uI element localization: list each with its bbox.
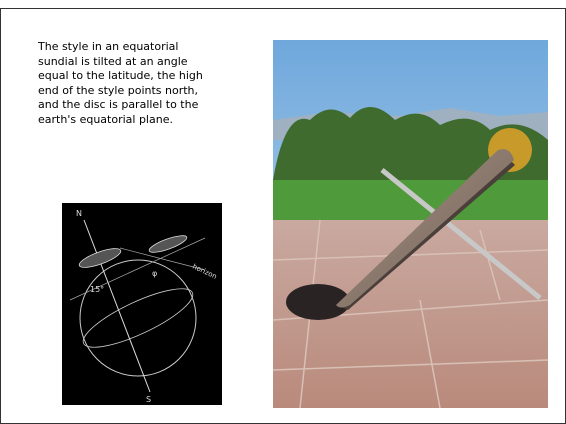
text-line: and the disc is parallel to the <box>38 98 248 113</box>
text-line: equal to the latitude, the high <box>38 69 248 84</box>
text-line: sundial is tilted at an angle <box>38 55 248 70</box>
photo <box>273 40 548 408</box>
text-line: The style in an equatorial <box>38 40 248 55</box>
text-line: earth's equatorial plane. <box>38 113 248 128</box>
diagram: N S 15° φ horizon <box>62 203 222 405</box>
text-line: end of the style points north, <box>38 84 248 99</box>
latitude-label: φ <box>152 269 157 278</box>
angle-label: 15° <box>90 285 104 294</box>
north-label: N <box>76 209 82 218</box>
south-label: S <box>146 395 151 404</box>
slide: N S 15° φ horizon The style in an equato… <box>0 0 566 424</box>
